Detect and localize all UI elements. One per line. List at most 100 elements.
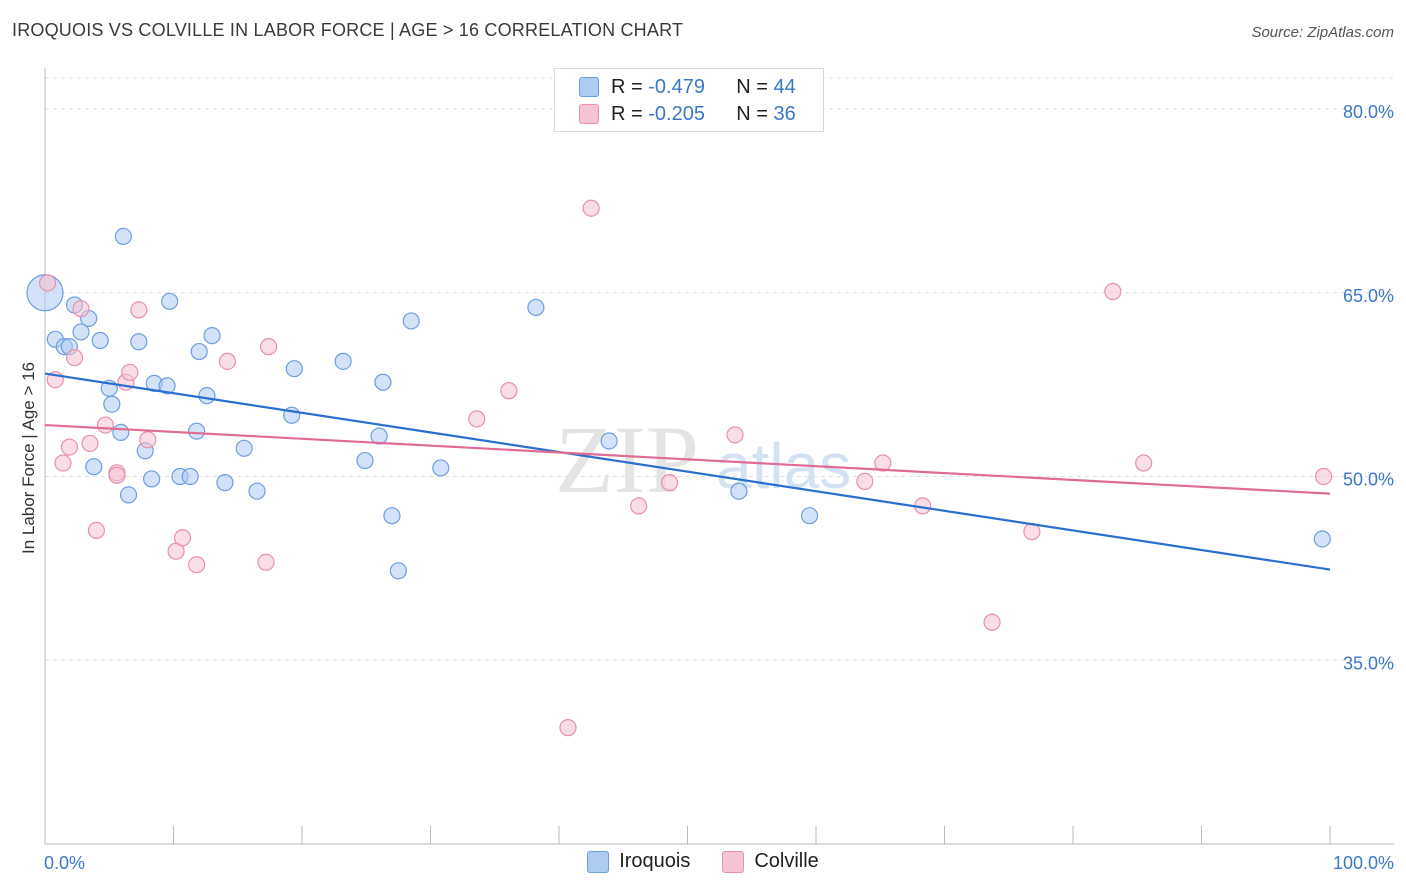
iroquois-point bbox=[383, 507, 401, 525]
iroquois-point bbox=[203, 327, 221, 345]
n-value: 44 bbox=[773, 75, 796, 98]
iroquois-point bbox=[143, 470, 161, 488]
r-value: -0.205 bbox=[648, 102, 705, 125]
colville-point bbox=[874, 454, 892, 472]
colville-point bbox=[500, 382, 518, 400]
x-tick-label: 100.0% bbox=[1333, 853, 1394, 873]
iroquois-point bbox=[432, 459, 450, 477]
iroquois-point bbox=[370, 427, 388, 445]
colville-point bbox=[630, 497, 648, 515]
iroquois-legend-swatch bbox=[587, 850, 610, 873]
legend-item-iroquois[interactable]: Iroquois bbox=[587, 850, 690, 873]
y-tick-label: 35.0% bbox=[1343, 653, 1394, 673]
y-tick-label: 65.0% bbox=[1343, 286, 1394, 306]
colville-point bbox=[72, 300, 90, 318]
n-label: N = bbox=[736, 75, 768, 98]
gridlines bbox=[45, 77, 1394, 661]
colville-point bbox=[726, 426, 744, 444]
iroquois-point bbox=[402, 312, 420, 330]
iroquois-point bbox=[161, 292, 179, 310]
iroquois-point bbox=[91, 331, 109, 350]
tick-labels: 35.0% 50.0% 65.0% 80.0% 0.0% 100.0% bbox=[44, 102, 1394, 873]
iroquois-point bbox=[112, 423, 130, 441]
iroquois-point bbox=[285, 360, 303, 378]
iroquois-point bbox=[103, 395, 121, 413]
colville-point bbox=[660, 474, 679, 492]
colville-point bbox=[559, 719, 577, 737]
iroquois-point bbox=[248, 482, 266, 500]
y-tick-label: 50.0% bbox=[1343, 470, 1394, 490]
iroquois-point bbox=[72, 323, 90, 341]
series-legend: Iroquois Colville bbox=[0, 850, 1406, 873]
colville-point bbox=[257, 553, 275, 571]
colville-point bbox=[856, 472, 874, 490]
stats-row-colville: R = -0.205 N = 36 bbox=[579, 101, 796, 127]
colville-point bbox=[81, 434, 99, 453]
iroquois-point bbox=[85, 458, 103, 476]
iroquois-point bbox=[188, 422, 206, 440]
y-axis-label: In Labor Force | Age > 16 bbox=[19, 362, 38, 554]
colville-point bbox=[87, 521, 106, 540]
x-tick-label: 0.0% bbox=[44, 853, 85, 873]
iroquois-point bbox=[356, 451, 374, 470]
colville-point bbox=[96, 416, 114, 434]
n-value: 36 bbox=[773, 102, 796, 125]
iroquois-trend-line bbox=[44, 372, 1331, 571]
colville-point bbox=[1314, 467, 1333, 486]
iroquois-point bbox=[800, 507, 819, 525]
iroquois-point bbox=[158, 377, 176, 395]
iroquois-point bbox=[730, 482, 748, 500]
r-value: -0.479 bbox=[648, 75, 705, 98]
stats-row-iroquois: R = -0.479 N = 44 bbox=[579, 74, 796, 100]
iroquois-point bbox=[527, 298, 545, 317]
r-label: R = bbox=[611, 75, 643, 98]
iroquois-point bbox=[216, 474, 234, 492]
colville-point bbox=[60, 438, 79, 456]
iroquois-point bbox=[600, 432, 618, 450]
iroquois-point bbox=[130, 333, 148, 351]
iroquois-point bbox=[374, 373, 392, 391]
iroquois-point bbox=[334, 352, 352, 370]
colville-point bbox=[1135, 454, 1153, 472]
stats-legend: R = -0.479 N = 44 R = -0.205 N = 36 bbox=[554, 68, 824, 132]
r-label: R = bbox=[611, 102, 643, 125]
iroquois-point bbox=[235, 439, 253, 457]
n-label: N = bbox=[736, 102, 768, 125]
trend-lines bbox=[44, 372, 1331, 571]
legend-label: Colville bbox=[754, 850, 819, 872]
colville-point bbox=[139, 431, 157, 449]
colville-legend-swatch bbox=[722, 850, 745, 873]
chart-title: IROQUOIS VS COLVILLE IN LABOR FORCE | AG… bbox=[12, 20, 684, 40]
colville-point bbox=[468, 410, 486, 428]
colville-point bbox=[54, 454, 72, 472]
source-label: Source: ZipAtlas.com bbox=[1251, 24, 1394, 41]
data-points bbox=[26, 199, 1333, 737]
colville-point bbox=[983, 613, 1001, 631]
colville-point bbox=[108, 466, 126, 484]
legend-label: Iroquois bbox=[619, 850, 691, 872]
colville-swatch bbox=[579, 104, 599, 124]
colville-point bbox=[65, 349, 84, 367]
iroquois-point bbox=[114, 227, 132, 245]
colville-point bbox=[188, 556, 206, 574]
iroquois-point bbox=[119, 486, 138, 504]
iroquois-point bbox=[181, 467, 199, 486]
iroquois-point bbox=[1313, 530, 1331, 548]
colville-point bbox=[173, 529, 192, 547]
iroquois-swatch bbox=[579, 77, 599, 97]
colville-point bbox=[582, 199, 600, 217]
colville-point bbox=[218, 352, 237, 370]
iroquois-point bbox=[389, 562, 407, 580]
colville-point bbox=[259, 338, 278, 356]
colville-point bbox=[38, 274, 57, 292]
axes bbox=[44, 68, 1394, 845]
colville-trend-line bbox=[44, 423, 1331, 495]
colville-point bbox=[121, 363, 139, 381]
iroquois-point bbox=[198, 387, 216, 405]
iroquois-point bbox=[190, 342, 208, 361]
colville-point bbox=[130, 301, 148, 319]
colville-point bbox=[1104, 282, 1122, 301]
legend-item-colville[interactable]: Colville bbox=[722, 850, 819, 873]
y-tick-label: 80.0% bbox=[1343, 102, 1394, 122]
